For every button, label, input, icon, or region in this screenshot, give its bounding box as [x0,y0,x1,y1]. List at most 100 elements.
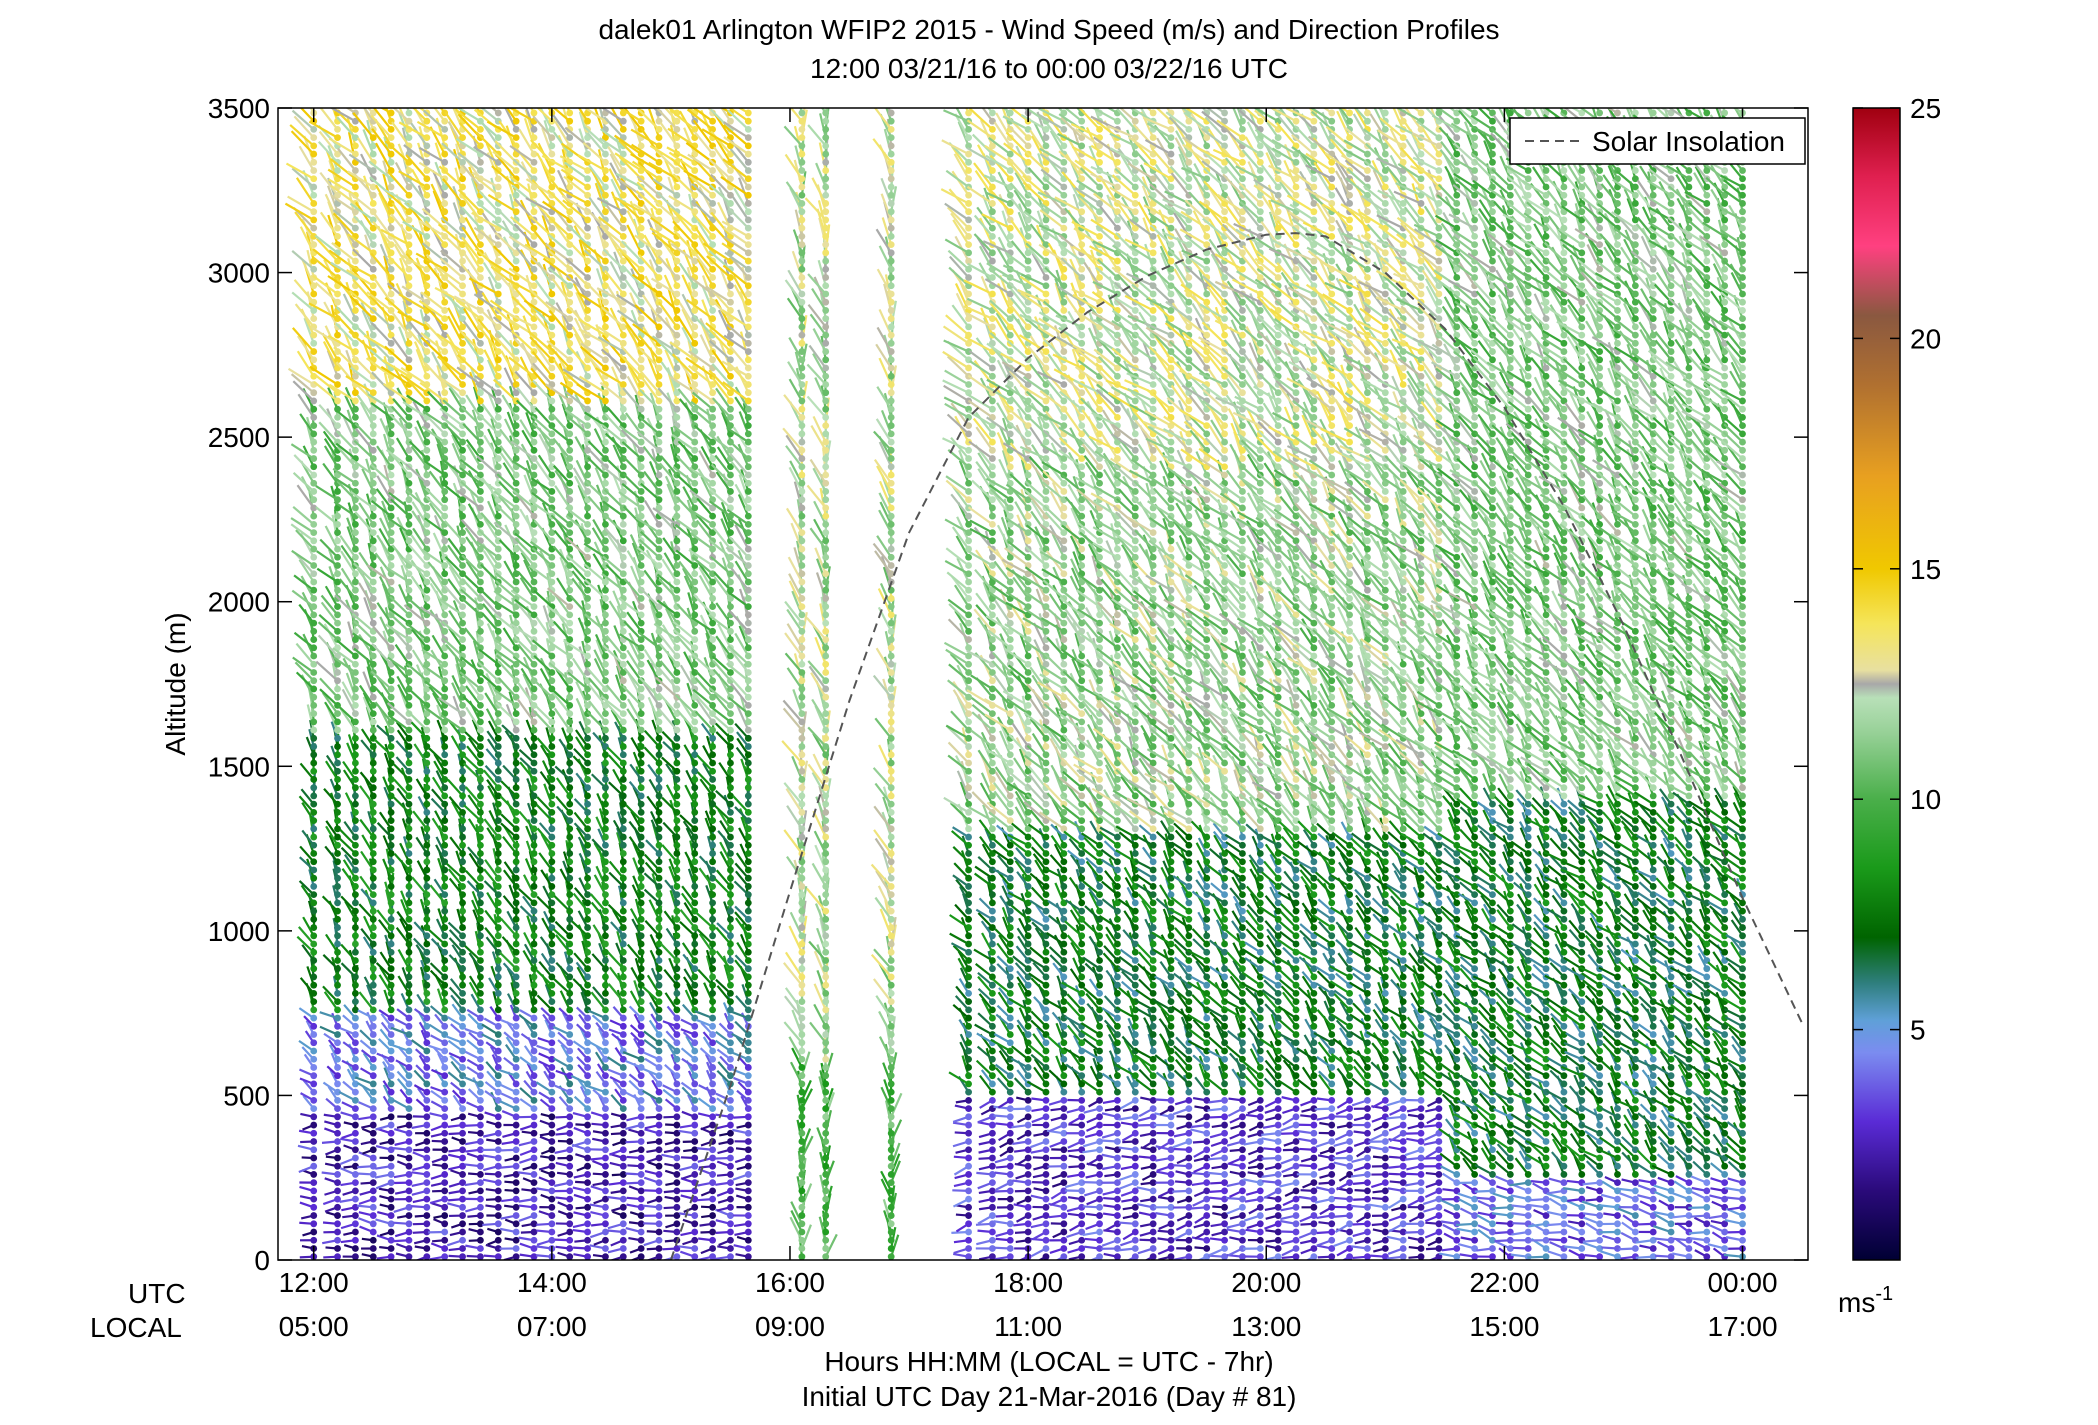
wind-point [352,694,359,701]
wind-point [310,982,317,989]
wind-point [352,710,359,717]
wind-point [370,1113,377,1120]
wind-point [352,924,359,931]
wind-point [334,422,341,429]
wind-point [310,603,317,610]
wind-point [310,1196,317,1203]
wind-point [370,1229,377,1236]
wind-point [310,332,317,339]
wind-point [334,710,341,717]
wind-point [334,1064,341,1071]
wind-point [352,760,359,767]
wind-point [334,1081,341,1088]
wind-point [310,1212,317,1219]
wind-point [334,718,341,725]
wind-point [352,529,359,536]
wind-point [310,1171,317,1178]
wind-point [310,727,317,734]
wind-point [334,1048,341,1055]
wind-point [334,850,341,857]
wind-point [310,653,317,660]
wind-point [352,315,359,322]
wind-point [310,875,317,882]
wind-point [310,636,317,643]
wind-point [352,793,359,800]
wind-point [334,1155,341,1162]
wind-point [310,1048,317,1055]
wind-point [352,537,359,544]
wind-point [352,899,359,906]
wind-point [334,554,341,561]
wind-point [370,1196,377,1203]
wind-point [310,1146,317,1153]
wind-point [352,389,359,396]
wind-point [334,1171,341,1178]
wind-point [310,1179,317,1186]
wind-point [310,817,317,824]
wind-point [352,472,359,479]
wind-point [310,291,317,298]
wind-point [310,850,317,857]
wind-point [370,932,377,939]
wind-point [310,348,317,355]
wind-point [310,998,317,1005]
wind-point [310,661,317,668]
wind-point [334,521,341,528]
wind-point [310,941,317,948]
wind-point [310,142,317,149]
wind-point [370,899,377,906]
wind-point [370,1130,377,1137]
wind-point [310,595,317,602]
wind-point [370,1072,377,1079]
wind-point [334,842,341,849]
wind-point [370,842,377,849]
wind-point [310,529,317,536]
wind-point [352,768,359,775]
wind-point [334,455,341,462]
wind-point [352,801,359,808]
wind-point [352,677,359,684]
wind-point [370,1155,377,1162]
wind-point [352,1039,359,1046]
wind-point [352,348,359,355]
wind-point [352,579,359,586]
wind-point [334,546,341,553]
wind-point [310,1064,317,1071]
wind-point [352,406,359,413]
wind-point [370,1212,377,1219]
wind-point [310,200,317,207]
wind-point [370,1187,377,1194]
wind-point [352,1237,359,1244]
wind-point [334,291,341,298]
wind-point [334,825,341,832]
wind-point [334,875,341,882]
wind-point [310,891,317,898]
wind-point [352,735,359,742]
wind-point [334,398,341,405]
wind-point [310,916,317,923]
wind-point [334,858,341,865]
wind-point [310,217,317,224]
wind-profile-chart: 0500100015002000250030003500 12:0005:001… [0,0,2098,1425]
wind-point [310,867,317,874]
wind-point [352,784,359,791]
wind-point [352,949,359,956]
wind-point [370,924,377,931]
wind-point [310,521,317,528]
wind-point [370,1006,377,1013]
wind-point [334,809,341,816]
wind-point [334,1122,341,1129]
wind-point [370,1245,377,1252]
wind-point [334,562,341,569]
wind-point [310,587,317,594]
wind-point [310,932,317,939]
wind-point [334,603,341,610]
wind-point [352,1138,359,1145]
wind-point [352,686,359,693]
wind-point [370,990,377,997]
wind-point [352,1105,359,1112]
wind-point [352,718,359,725]
wind-point [310,167,317,174]
wind-point [370,998,377,1005]
wind-point [310,389,317,396]
